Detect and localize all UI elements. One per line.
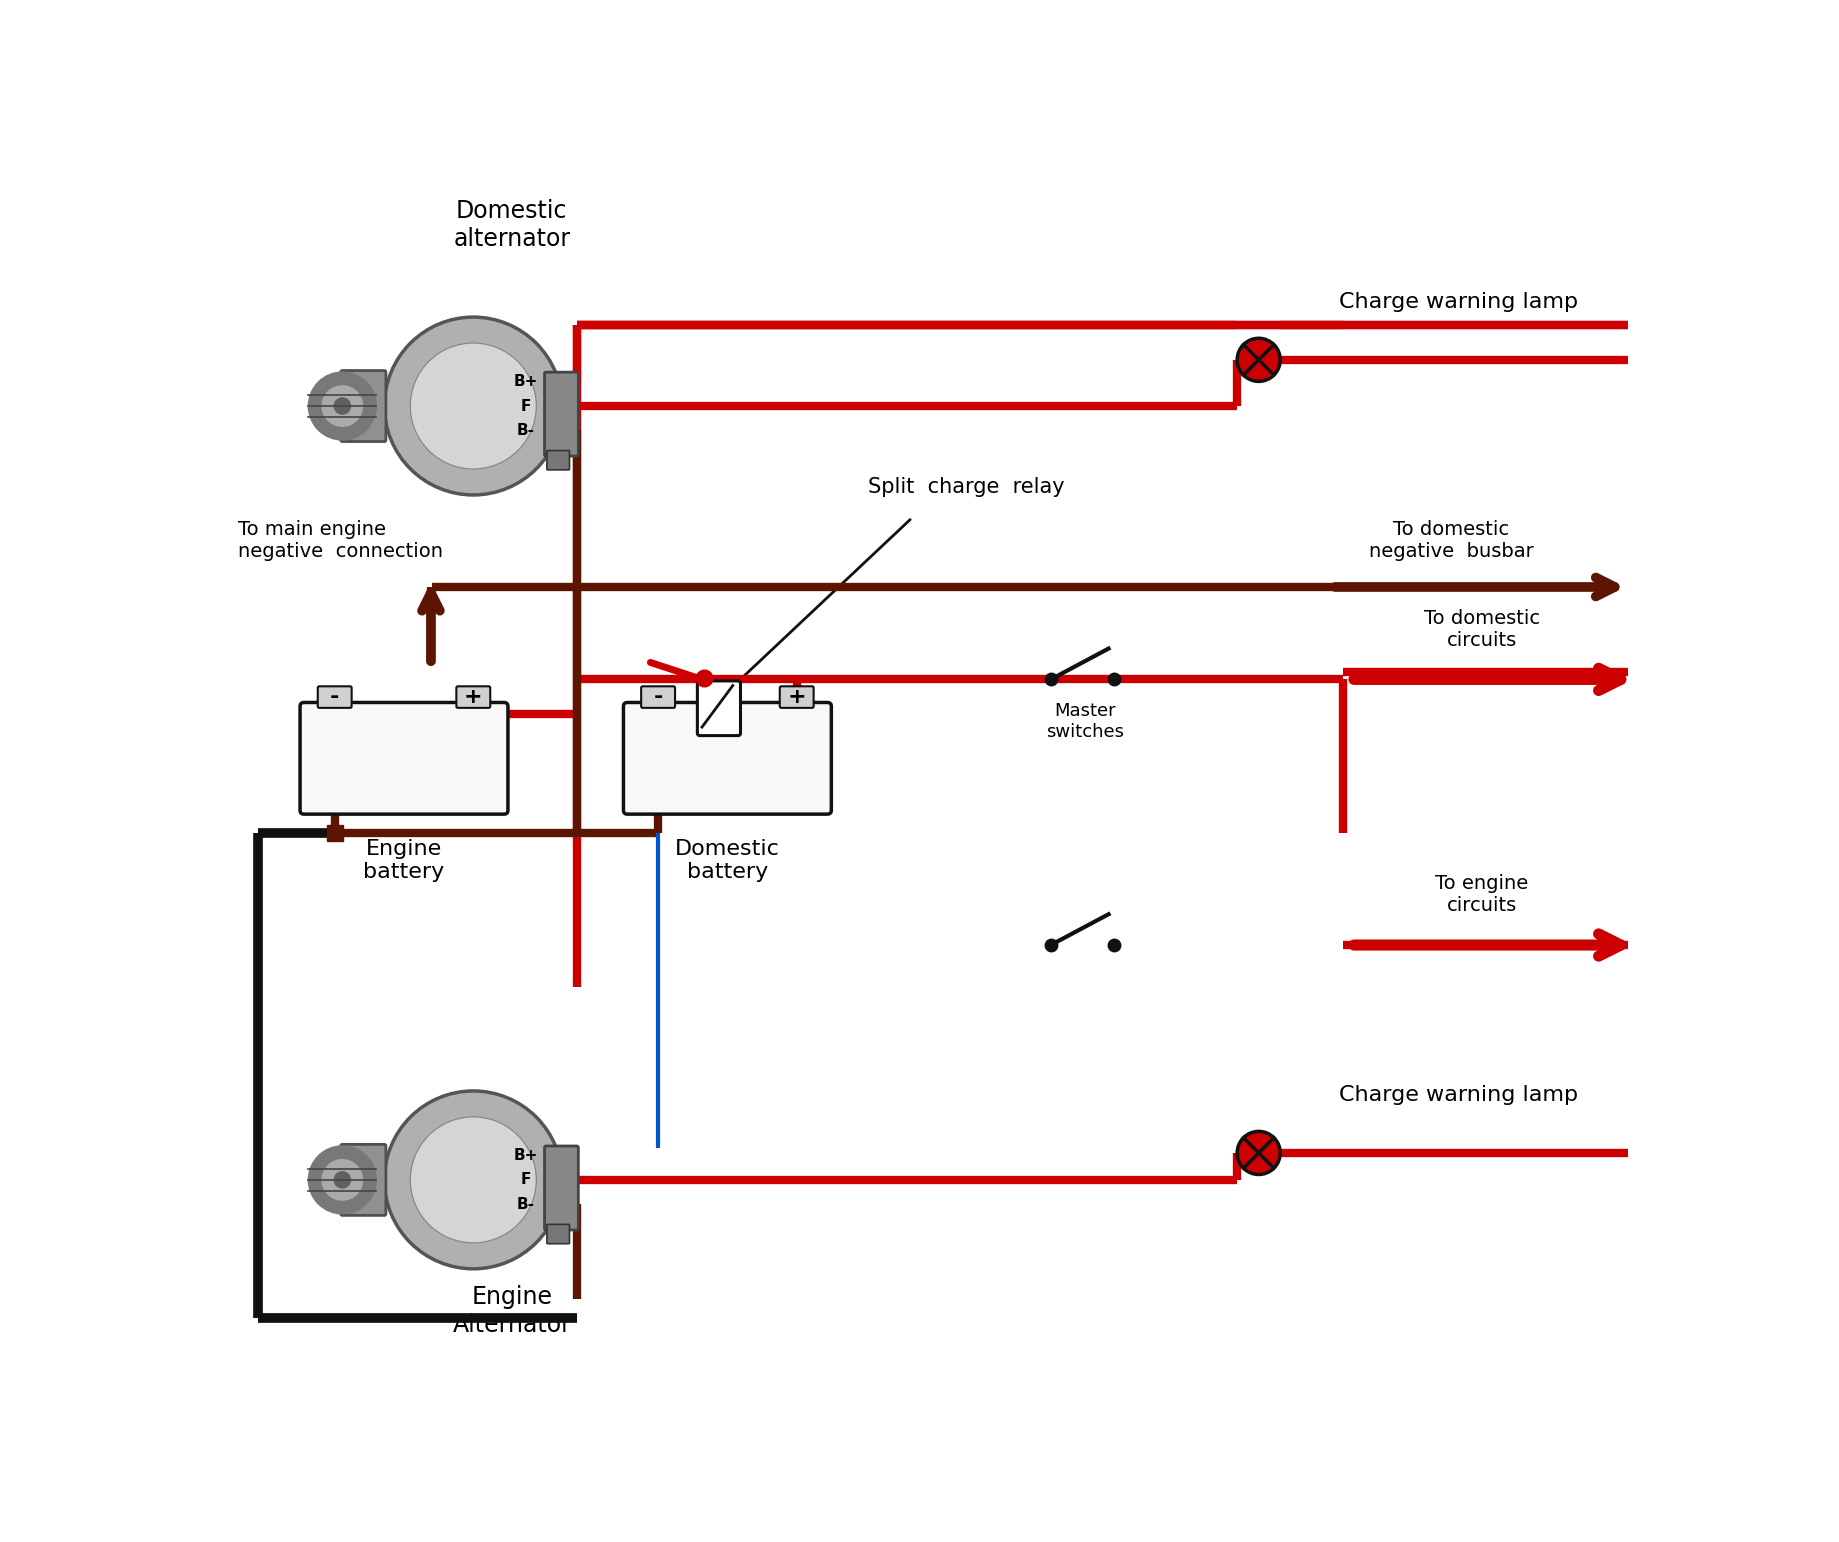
FancyBboxPatch shape	[780, 686, 813, 708]
Circle shape	[309, 372, 375, 439]
FancyBboxPatch shape	[456, 686, 489, 708]
Text: Charge warning lamp: Charge warning lamp	[1339, 291, 1578, 311]
Text: Master
switches: Master switches	[1046, 702, 1124, 742]
Text: To domestic
negative  busbar: To domestic negative busbar	[1368, 520, 1532, 561]
Text: Charge warning lamp: Charge warning lamp	[1339, 1086, 1578, 1106]
Circle shape	[1236, 338, 1280, 381]
Text: +: +	[787, 688, 805, 708]
Text: To domestic
circuits: To domestic circuits	[1423, 609, 1539, 649]
Text: Engine
battery: Engine battery	[362, 839, 445, 882]
FancyBboxPatch shape	[546, 1224, 568, 1244]
Text: To main engine
negative  connection: To main engine negative connection	[239, 520, 443, 561]
Text: -: -	[653, 688, 662, 708]
Circle shape	[322, 386, 362, 426]
Text: +: +	[463, 688, 482, 708]
Text: Split  charge  relay: Split charge relay	[868, 476, 1063, 497]
FancyBboxPatch shape	[544, 1146, 577, 1231]
FancyBboxPatch shape	[318, 686, 351, 708]
FancyBboxPatch shape	[340, 370, 386, 441]
Text: F: F	[520, 1172, 531, 1187]
FancyBboxPatch shape	[697, 682, 739, 736]
Text: -: -	[329, 688, 338, 708]
FancyBboxPatch shape	[623, 703, 831, 814]
FancyBboxPatch shape	[300, 703, 508, 814]
Circle shape	[309, 1146, 375, 1214]
FancyBboxPatch shape	[544, 372, 577, 456]
FancyBboxPatch shape	[546, 450, 568, 470]
Text: B-: B-	[517, 1197, 535, 1212]
Circle shape	[322, 1160, 362, 1200]
Text: B+: B+	[513, 375, 537, 389]
Circle shape	[384, 1090, 563, 1269]
Circle shape	[410, 342, 537, 469]
Circle shape	[335, 398, 349, 415]
FancyBboxPatch shape	[640, 686, 675, 708]
Text: F: F	[520, 398, 531, 413]
Circle shape	[1236, 1132, 1280, 1175]
Text: Domestic
alternator: Domestic alternator	[452, 199, 570, 251]
Text: Engine
Alternator: Engine Alternator	[452, 1284, 570, 1337]
Circle shape	[384, 318, 563, 495]
Text: B-: B-	[517, 423, 535, 438]
FancyBboxPatch shape	[340, 1144, 386, 1215]
Circle shape	[335, 1172, 349, 1187]
Text: To engine
circuits: To engine circuits	[1434, 874, 1528, 916]
Text: Domestic
battery: Domestic battery	[675, 839, 780, 882]
Circle shape	[410, 1116, 537, 1243]
Text: B+: B+	[513, 1149, 537, 1163]
